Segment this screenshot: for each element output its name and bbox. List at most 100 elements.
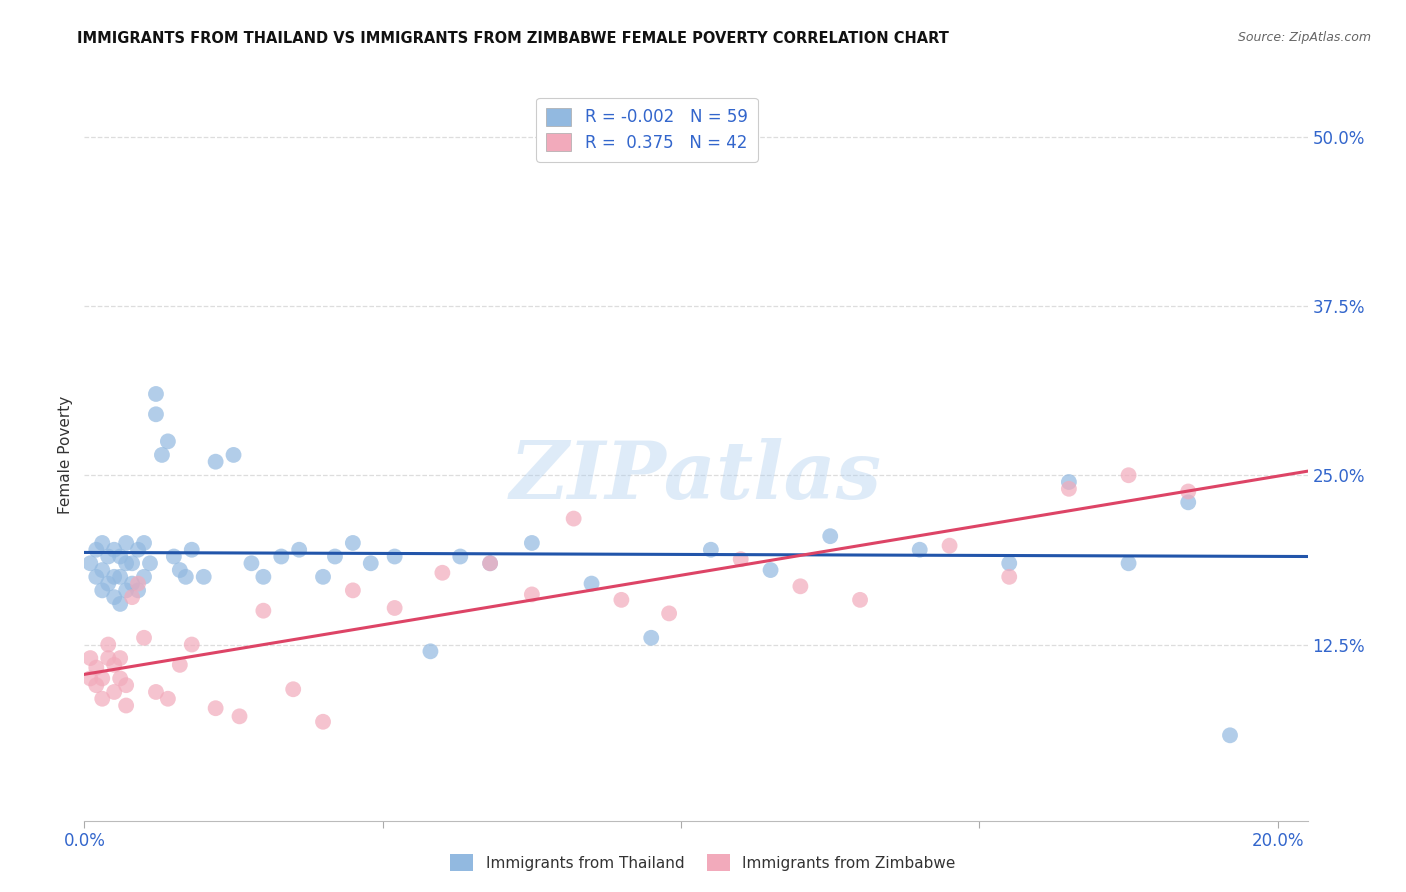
Point bbox=[145, 685, 167, 699]
Point bbox=[103, 570, 125, 584]
Point bbox=[115, 556, 138, 570]
Point bbox=[108, 549, 131, 564]
Point bbox=[132, 631, 155, 645]
Point bbox=[252, 604, 274, 618]
Point bbox=[97, 651, 120, 665]
Point bbox=[998, 556, 1021, 570]
Point bbox=[610, 592, 633, 607]
Point bbox=[127, 542, 149, 557]
Point bbox=[849, 592, 872, 607]
Point bbox=[103, 542, 125, 557]
Point bbox=[640, 631, 662, 645]
Point bbox=[97, 576, 120, 591]
Point bbox=[1219, 728, 1241, 742]
Point bbox=[312, 570, 335, 584]
Point bbox=[520, 587, 543, 601]
Legend: Immigrants from Thailand, Immigrants from Zimbabwe: Immigrants from Thailand, Immigrants fro… bbox=[444, 848, 962, 877]
Point bbox=[419, 644, 441, 658]
Point bbox=[163, 549, 186, 564]
Point bbox=[108, 570, 131, 584]
Point bbox=[384, 549, 406, 564]
Point bbox=[108, 651, 131, 665]
Point bbox=[323, 549, 346, 564]
Point bbox=[193, 570, 215, 584]
Point bbox=[1118, 556, 1140, 570]
Point bbox=[449, 549, 471, 564]
Point bbox=[108, 672, 131, 686]
Point bbox=[169, 657, 191, 672]
Point bbox=[103, 590, 125, 604]
Point bbox=[156, 691, 179, 706]
Point bbox=[1177, 495, 1199, 509]
Point bbox=[91, 691, 114, 706]
Point bbox=[115, 698, 138, 713]
Point bbox=[1118, 468, 1140, 483]
Point bbox=[228, 709, 250, 723]
Y-axis label: Female Poverty: Female Poverty bbox=[58, 396, 73, 514]
Point bbox=[115, 536, 138, 550]
Point bbox=[145, 387, 167, 401]
Point bbox=[730, 552, 752, 566]
Point bbox=[91, 536, 114, 550]
Point bbox=[312, 714, 335, 729]
Point bbox=[581, 576, 603, 591]
Legend: R = -0.002   N = 59, R =  0.375   N = 42: R = -0.002 N = 59, R = 0.375 N = 42 bbox=[537, 97, 758, 161]
Point bbox=[759, 563, 782, 577]
Point bbox=[204, 701, 226, 715]
Point bbox=[132, 570, 155, 584]
Point bbox=[360, 556, 382, 570]
Point bbox=[270, 549, 292, 564]
Point bbox=[97, 638, 120, 652]
Point bbox=[145, 407, 167, 421]
Point bbox=[342, 583, 364, 598]
Point bbox=[180, 638, 202, 652]
Point bbox=[658, 607, 681, 621]
Point bbox=[520, 536, 543, 550]
Point bbox=[240, 556, 263, 570]
Point bbox=[121, 556, 143, 570]
Point bbox=[103, 685, 125, 699]
Point bbox=[180, 542, 202, 557]
Point bbox=[91, 563, 114, 577]
Point bbox=[204, 455, 226, 469]
Point bbox=[908, 542, 931, 557]
Point bbox=[108, 597, 131, 611]
Point bbox=[169, 563, 191, 577]
Point bbox=[91, 583, 114, 598]
Point bbox=[283, 682, 305, 697]
Point bbox=[1177, 484, 1199, 499]
Point bbox=[998, 570, 1021, 584]
Point bbox=[121, 576, 143, 591]
Point bbox=[127, 583, 149, 598]
Point bbox=[84, 660, 107, 674]
Point bbox=[174, 570, 197, 584]
Point bbox=[479, 556, 502, 570]
Point bbox=[127, 576, 149, 591]
Point bbox=[562, 511, 585, 525]
Point bbox=[79, 651, 101, 665]
Point bbox=[84, 542, 107, 557]
Point bbox=[1057, 482, 1080, 496]
Point bbox=[91, 672, 114, 686]
Point bbox=[384, 601, 406, 615]
Point bbox=[103, 657, 125, 672]
Point bbox=[818, 529, 841, 543]
Point bbox=[132, 536, 155, 550]
Point bbox=[139, 556, 162, 570]
Text: IMMIGRANTS FROM THAILAND VS IMMIGRANTS FROM ZIMBABWE FEMALE POVERTY CORRELATION : IMMIGRANTS FROM THAILAND VS IMMIGRANTS F… bbox=[77, 31, 949, 46]
Text: Source: ZipAtlas.com: Source: ZipAtlas.com bbox=[1237, 31, 1371, 45]
Point bbox=[938, 539, 960, 553]
Point bbox=[79, 556, 101, 570]
Point bbox=[789, 579, 811, 593]
Point bbox=[479, 556, 502, 570]
Point bbox=[121, 590, 143, 604]
Point bbox=[79, 672, 101, 686]
Point bbox=[84, 570, 107, 584]
Point bbox=[342, 536, 364, 550]
Text: ZIPatlas: ZIPatlas bbox=[510, 438, 882, 516]
Point bbox=[115, 678, 138, 692]
Point bbox=[156, 434, 179, 449]
Point bbox=[222, 448, 245, 462]
Point bbox=[97, 549, 120, 564]
Point bbox=[150, 448, 173, 462]
